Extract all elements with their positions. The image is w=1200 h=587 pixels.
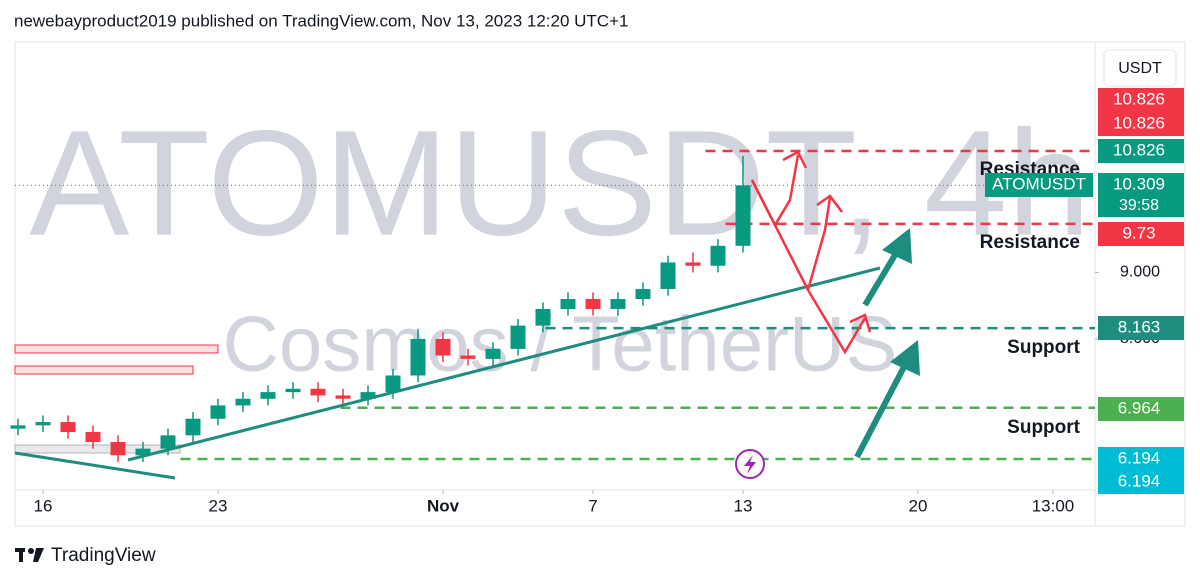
- candle-body: [60, 422, 76, 433]
- x-tick-label: 13:00: [1032, 496, 1075, 515]
- price-label-box: [1098, 470, 1184, 494]
- candle-body: [260, 392, 276, 399]
- candle-body: [360, 392, 376, 399]
- price-label-box: [1098, 88, 1184, 112]
- x-tick-label: Nov: [427, 496, 460, 515]
- candle-body: [660, 262, 676, 290]
- projection-arrow: [862, 248, 901, 307]
- price-label: 6.194: [1118, 471, 1161, 490]
- candle-body: [110, 441, 126, 456]
- candle-body: [160, 435, 176, 449]
- candle-body: [560, 299, 576, 309]
- price-label-box: [1098, 173, 1184, 217]
- footer-logo: [15, 548, 44, 562]
- y-tick-label: 9.000: [1120, 264, 1160, 281]
- price-label: 10.826: [1113, 89, 1165, 108]
- candle-body: [210, 405, 226, 419]
- arrow-head: [890, 340, 920, 376]
- price-label-box: [1098, 139, 1184, 163]
- price-label-box: [1098, 397, 1184, 421]
- price-label: 9.73: [1122, 223, 1155, 242]
- arrow-head: [882, 228, 912, 264]
- candle-body: [460, 355, 476, 359]
- x-tick-label: 7: [588, 496, 597, 515]
- drawings: [14, 150, 920, 480]
- projection-arrow: [750, 154, 800, 228]
- trend-line: [127, 266, 881, 462]
- annotation: Resistance: [980, 232, 1080, 253]
- price-label: 10.826: [1113, 113, 1165, 132]
- countdown: 39:58: [1119, 197, 1159, 214]
- zone: [14, 365, 194, 375]
- candle-body: [635, 289, 651, 300]
- candle-body: [735, 185, 751, 246]
- candle-body: [35, 422, 51, 426]
- x-tick-label: 23: [209, 496, 228, 515]
- watermark: ATOMUSDT, 4h: [29, 99, 1090, 267]
- zone: [14, 444, 181, 454]
- candle-body: [685, 262, 701, 266]
- candle-body: [585, 299, 601, 309]
- event-icon-glyph: [744, 455, 756, 474]
- arrow-head: [849, 313, 872, 333]
- price-label-box: [1098, 447, 1184, 471]
- footer: TradingView: [51, 545, 156, 566]
- price-label: 6.194: [1118, 448, 1161, 467]
- price-label: 10.309: [1113, 174, 1165, 193]
- annotation: Support: [1007, 337, 1080, 358]
- annotation: Support: [1007, 417, 1080, 438]
- candle-body: [385, 375, 401, 393]
- x-tick-label: 16: [34, 496, 53, 515]
- candle-body: [85, 432, 101, 442]
- price-label: 6.964: [1118, 398, 1161, 417]
- symbol-label: ATOMUSDT: [992, 174, 1086, 193]
- x-tick-label: 20: [909, 496, 928, 515]
- candle-body: [285, 388, 301, 393]
- symbol-label-box: [985, 173, 1093, 197]
- logo: [33, 548, 44, 562]
- arrow-head: [782, 150, 808, 169]
- watermark-subtitle: Cosmos / TetherUS: [223, 300, 898, 388]
- candle-body: [610, 299, 626, 309]
- candle-body: [135, 448, 151, 456]
- chart-frame: [14, 41, 1186, 527]
- candle-body: [310, 388, 326, 396]
- price-label-box: [1098, 222, 1184, 246]
- candle-body: [510, 325, 526, 349]
- price-label: 8.163: [1118, 317, 1161, 336]
- candle-body: [185, 418, 201, 436]
- currency-button[interactable]: [1103, 49, 1177, 87]
- candle-body: [235, 398, 251, 406]
- header: newebayproduct2019 published on TradingV…: [14, 11, 628, 30]
- candle-body: [485, 348, 501, 359]
- candle-body: [10, 425, 26, 429]
- projection-arrow: [854, 363, 908, 459]
- zone: [14, 344, 219, 354]
- candle-body: [710, 245, 726, 266]
- candle-body: [435, 338, 451, 356]
- trend-line: [14, 451, 176, 480]
- x-tick-label: 13: [734, 496, 753, 515]
- price-label: 10.826: [1113, 140, 1165, 159]
- candle-body: [535, 308, 551, 326]
- candle-body: [335, 395, 351, 399]
- projection-arrow: [750, 179, 867, 355]
- candle-body: [410, 338, 426, 376]
- projection-arrow: [806, 197, 832, 291]
- arrow-head: [816, 194, 843, 213]
- logo: [19, 548, 23, 562]
- currency: USDT: [1118, 60, 1162, 77]
- logo: [28, 548, 34, 554]
- price-label-box: [1098, 316, 1184, 340]
- price-label-box: [1098, 112, 1184, 136]
